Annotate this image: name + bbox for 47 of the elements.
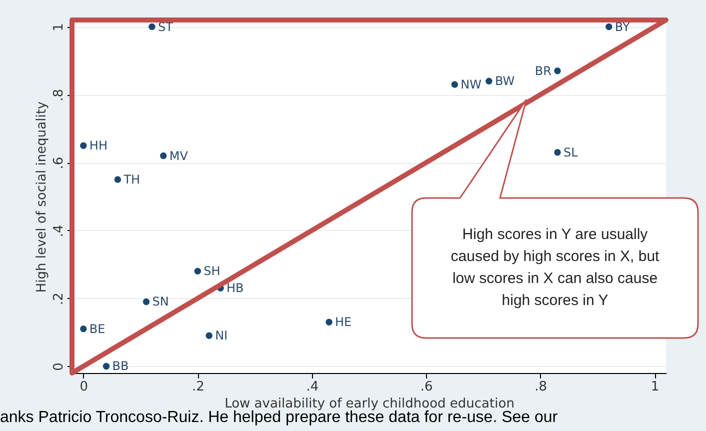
x-tick-label: .4 — [306, 380, 319, 394]
y-tick-label: 0 — [52, 362, 66, 371]
data-label: BW — [494, 74, 515, 88]
point — [148, 23, 156, 30]
point — [160, 152, 167, 160]
data-label: NI — [215, 328, 228, 343]
x-axis-title: Low availability of early childhood education — [224, 396, 514, 412]
x-tick-label: 1 — [650, 380, 660, 394]
y-tick-label: .6 — [52, 156, 66, 170]
point — [142, 298, 150, 306]
data-label: ST — [158, 20, 174, 34]
point — [206, 332, 212, 340]
y-tick-label: .4 — [52, 224, 66, 238]
y-tick-label: .8 — [52, 88, 66, 102]
x-tick-label: 0 — [80, 380, 88, 394]
data-label: SL — [563, 145, 578, 160]
annotation: High scores in Y are usually caused by high scores in X, but low scores in X can also cause high scores in Y — [450, 225, 660, 311]
data-label: BY — [614, 20, 630, 34]
y-axis-title: High level of social inequality — [34, 101, 50, 293]
point — [80, 326, 87, 332]
point — [554, 68, 561, 74]
point — [554, 149, 561, 156]
point — [194, 268, 202, 275]
data-label: BE — [89, 322, 106, 336]
x-tick-label: .2 — [192, 380, 204, 394]
point — [114, 176, 122, 183]
x-tick-label: .6 — [420, 380, 433, 394]
point — [102, 362, 110, 370]
y-tick-label: .2 — [52, 292, 66, 306]
data-label: HH — [89, 138, 108, 153]
data-label: BR — [534, 64, 552, 78]
data-label: SN — [152, 294, 169, 309]
point — [606, 23, 612, 30]
point — [80, 142, 87, 149]
x-tick-label: .8 — [534, 380, 548, 394]
data-label: MV — [169, 148, 189, 163]
text: anks Patricio Troncoso-Ruiz. He helped prepare these data for re-use. See our — [0, 409, 558, 427]
data-label: BB — [112, 359, 129, 374]
y-tick-label: 1 — [52, 23, 66, 32]
data-label: NW — [460, 77, 482, 92]
point — [486, 78, 492, 84]
data-label: HB — [226, 281, 244, 296]
data-label: HE — [335, 315, 352, 330]
point — [326, 318, 332, 326]
point — [451, 81, 458, 88]
data-label: SH — [204, 264, 220, 278]
data-label: TH — [122, 172, 140, 187]
